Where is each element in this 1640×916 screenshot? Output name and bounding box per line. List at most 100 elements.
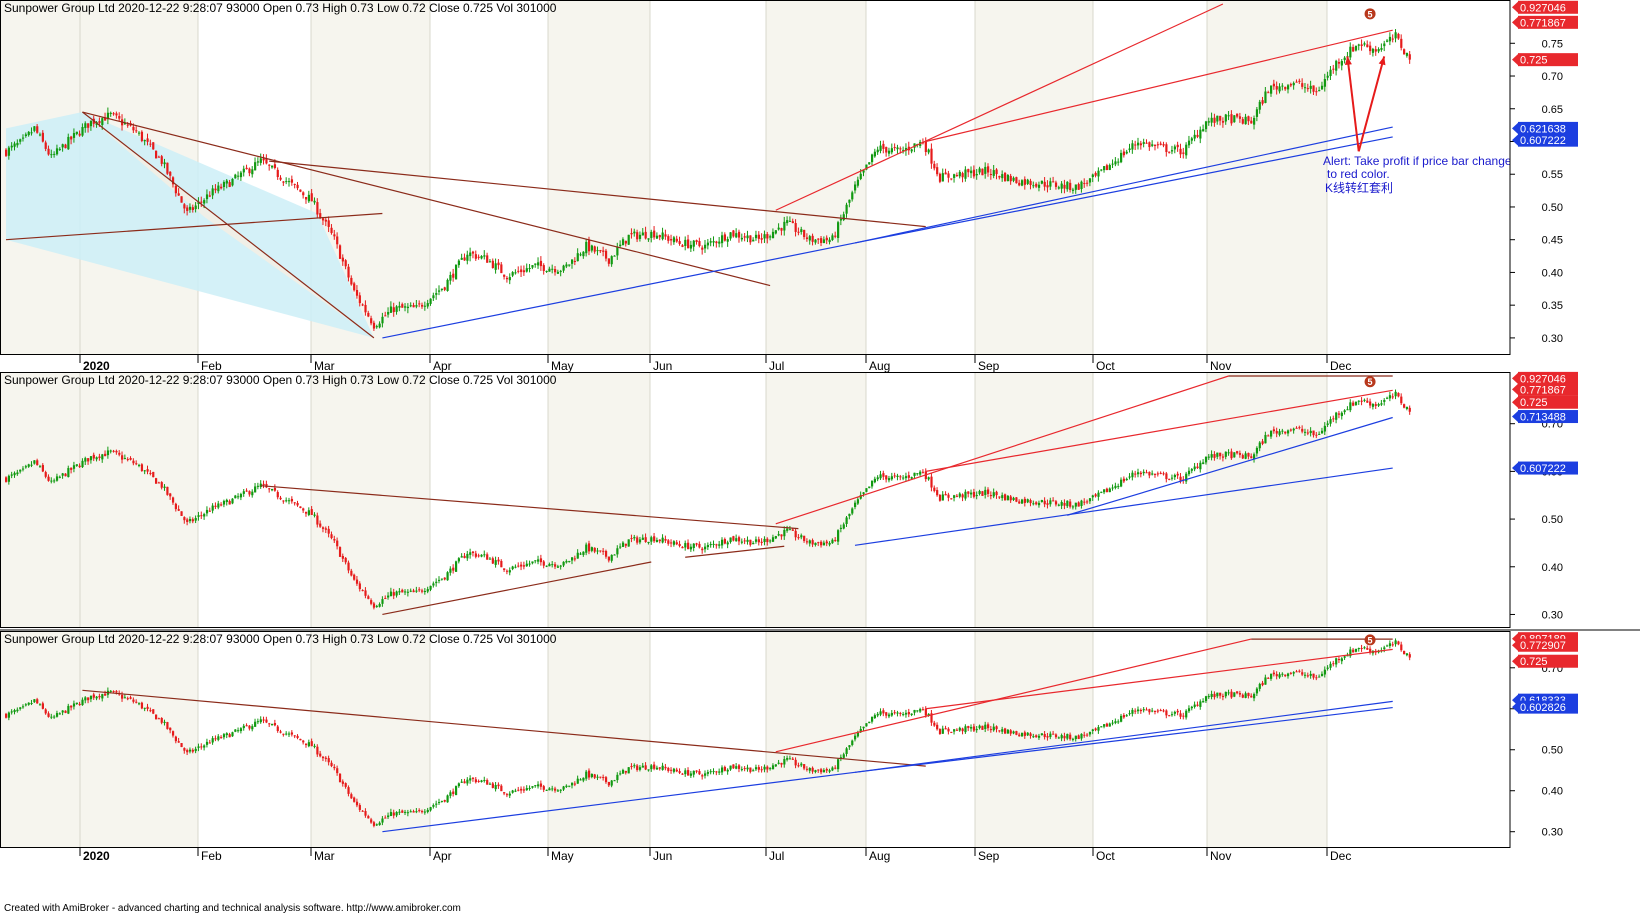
candle-body [613,780,616,782]
candle-body [907,475,910,478]
candle-body [851,192,854,200]
price-label-pointer [1512,15,1519,29]
candle-body [630,766,633,768]
x-month-label: May [551,849,574,863]
candle-body [870,480,874,487]
candle-body [568,264,571,266]
candle-body [607,258,610,264]
candle-body [1320,673,1324,677]
candle-body [389,306,393,313]
candle-body [1403,404,1406,408]
candle-body [831,235,834,240]
candle-body [24,466,28,468]
candle-body [1120,479,1123,487]
candle-body [248,168,251,174]
candle-body [941,494,944,501]
candle-body [463,781,466,784]
trend-line[interactable] [925,29,1393,143]
candle-body [687,770,690,776]
trend-line[interactable] [775,3,1224,211]
trend-line[interactable] [382,242,856,339]
candle-body [19,469,22,472]
trend-line[interactable] [382,561,652,616]
trend-line[interactable] [82,111,375,339]
trend-line[interactable] [775,638,1252,753]
candle-body [1077,184,1080,190]
candle-body [217,503,220,508]
candle-body [24,134,28,137]
price-label-box [1518,700,1578,714]
candle-body [293,183,296,185]
trend-line[interactable] [5,212,383,241]
candle-body [1029,733,1032,736]
candle-body [981,168,984,176]
trend-line[interactable] [775,375,1229,525]
x-month-label: Dec [1330,849,1351,863]
month-band [0,631,198,848]
candle-body [556,271,560,274]
candle-body [774,536,777,539]
candle-body [978,168,981,173]
candle-body [1244,453,1247,459]
candle-body [404,811,407,813]
candle-body [650,537,653,542]
candle-body [729,537,732,543]
candle-body [1386,645,1389,647]
candle-body [64,144,67,149]
candle-body [296,735,299,738]
candle-body [432,295,435,299]
candle-body [865,164,868,170]
candle-body [743,540,746,542]
trend-line[interactable] [269,160,926,228]
trend-line[interactable] [854,467,1393,546]
trend-line[interactable] [260,485,799,530]
candle-body [610,256,613,265]
x-month-label: Dec [1330,359,1351,373]
candle-body [1394,640,1397,645]
trend-line[interactable] [854,706,1393,773]
candle-body [655,767,659,770]
candle-body [327,758,330,763]
trend-line[interactable] [82,689,926,767]
candle-body [361,590,364,592]
candle-body [596,776,599,778]
candle-body [1086,501,1089,503]
candle-body [910,477,913,479]
candle-body [415,305,418,307]
candle-body [992,170,995,176]
candle-body [426,809,429,813]
candle-body [307,510,311,515]
candle-body [786,528,789,531]
trend-line[interactable] [854,126,1393,244]
candle-body [310,509,313,515]
candle-body [749,767,752,772]
candle-body [882,710,885,714]
candle-body [299,189,302,192]
candle-body [1318,433,1321,435]
candle-body [551,268,554,270]
candle-body [636,537,639,543]
trend-line[interactable] [82,111,771,287]
candle-body [248,491,251,495]
trend-line[interactable] [925,389,1393,472]
month-band [650,631,766,848]
trend-line[interactable] [685,545,785,558]
candle-body [1230,114,1233,124]
candle-body [1255,109,1259,117]
trend-line[interactable] [854,700,1393,773]
trend-line[interactable] [1067,416,1393,516]
candle-body [1309,430,1312,434]
candle-body [1153,145,1157,147]
candle-body [1159,143,1162,145]
candle-body [361,304,364,306]
trend-line[interactable] [382,771,856,833]
candle-body [296,184,299,189]
trend-line[interactable] [925,648,1393,710]
candle-body [794,530,797,538]
candle-body [1286,430,1290,434]
candle-body [112,113,115,115]
candle-body [718,544,721,546]
trend-line[interactable] [854,136,1393,244]
candle-body [576,253,579,262]
